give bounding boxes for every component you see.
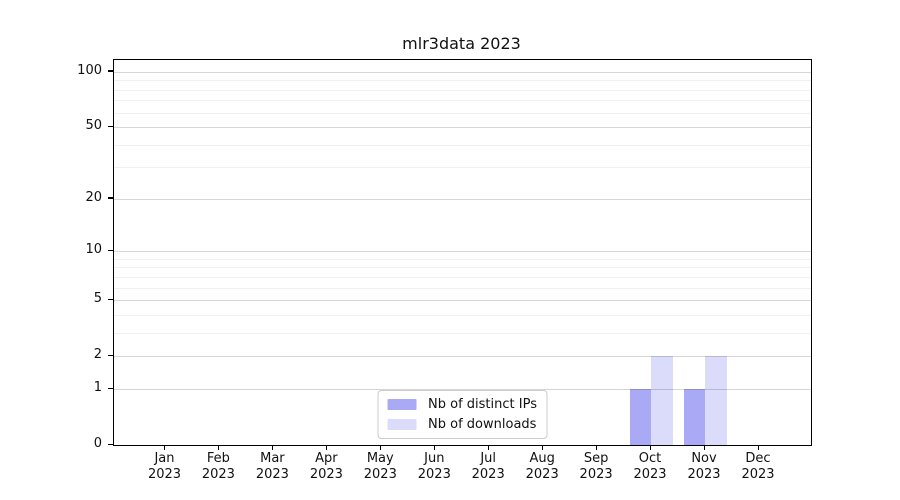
x-tick-mark bbox=[325, 445, 328, 450]
x-tick-label: Jun 2023 bbox=[417, 451, 451, 482]
legend-swatch bbox=[387, 419, 417, 430]
y-tick-label: 0 bbox=[93, 436, 102, 451]
gridline-major bbox=[114, 127, 811, 129]
gridline-minor bbox=[114, 314, 811, 316]
x-tick-label: Mar 2023 bbox=[255, 451, 289, 482]
x-tick-label: Aug 2023 bbox=[525, 451, 559, 482]
y-tick-label: 5 bbox=[93, 291, 102, 307]
y-tick-mark bbox=[108, 387, 113, 389]
legend: Nb of distinct IPs Nb of downloads bbox=[377, 390, 548, 439]
gridline-minor bbox=[114, 167, 811, 169]
x-tick-label: Dec 2023 bbox=[741, 451, 775, 482]
gridline-minor bbox=[114, 287, 811, 289]
y-tick-label: 50 bbox=[85, 118, 102, 134]
gridline-minor bbox=[114, 267, 811, 269]
y-tick-label: 2 bbox=[93, 347, 102, 363]
legend-item: Nb of downloads bbox=[387, 417, 537, 432]
bar-nov-series0 bbox=[683, 389, 705, 445]
legend-swatch bbox=[387, 399, 417, 410]
gridline-minor bbox=[114, 89, 811, 91]
x-tick-label: Nov 2023 bbox=[687, 451, 721, 482]
x-tick-mark bbox=[595, 445, 597, 450]
y-tick-label: 100 bbox=[77, 62, 102, 78]
x-tick-mark bbox=[164, 445, 166, 450]
gridline-minor bbox=[114, 258, 811, 260]
y-tick-label: 1 bbox=[93, 380, 102, 395]
y-tick-mark bbox=[108, 298, 113, 300]
x-tick-label: Apr 2023 bbox=[309, 451, 343, 482]
gridline-minor bbox=[114, 276, 811, 278]
gridline-major bbox=[114, 71, 811, 73]
y-tick-mark bbox=[108, 443, 113, 445]
x-tick-label: Oct 2023 bbox=[633, 451, 667, 482]
x-tick-mark bbox=[217, 445, 220, 450]
bar-nov-series1 bbox=[705, 356, 727, 445]
gridline-major bbox=[114, 251, 811, 253]
x-tick-mark bbox=[271, 445, 274, 450]
x-tick-mark bbox=[433, 445, 435, 450]
x-tick-label: Feb 2023 bbox=[201, 451, 235, 482]
legend-label: Nb of distinct IPs bbox=[428, 397, 537, 412]
chart-title: mlr3data 2023 bbox=[402, 34, 521, 53]
gridline-minor bbox=[114, 332, 811, 334]
y-tick-mark bbox=[108, 197, 113, 199]
gridline-major bbox=[114, 300, 811, 302]
gridline-minor bbox=[114, 100, 811, 102]
y-tick-mark bbox=[108, 249, 113, 251]
gridline-minor bbox=[114, 144, 811, 146]
y-tick-mark bbox=[108, 125, 113, 127]
x-tick-mark bbox=[541, 445, 543, 450]
legend-label: Nb of downloads bbox=[428, 417, 537, 432]
x-tick-mark bbox=[649, 445, 651, 450]
legend-item: Nb of distinct IPs bbox=[387, 397, 537, 412]
bar-oct-series1 bbox=[651, 356, 673, 445]
x-tick-label: Sep 2023 bbox=[579, 451, 613, 482]
gridline-major bbox=[114, 198, 811, 200]
x-tick-label: Jan 2023 bbox=[147, 451, 182, 482]
x-tick-label: May 2023 bbox=[363, 451, 397, 482]
y-tick-label: 20 bbox=[85, 189, 102, 205]
x-tick-mark bbox=[757, 445, 759, 450]
x-tick-mark bbox=[703, 445, 705, 450]
x-tick-mark bbox=[379, 445, 381, 450]
plot-area: Nb of distinct IPs Nb of downloads bbox=[113, 59, 812, 446]
gridline-minor bbox=[114, 80, 811, 82]
gridline-minor bbox=[114, 112, 811, 114]
bar-oct-series0 bbox=[629, 389, 651, 445]
y-tick-mark bbox=[108, 70, 113, 72]
x-tick-mark bbox=[487, 445, 489, 450]
y-tick-mark bbox=[108, 354, 113, 356]
y-tick-label: 10 bbox=[85, 242, 102, 258]
x-tick-label: Jul 2023 bbox=[471, 451, 505, 482]
